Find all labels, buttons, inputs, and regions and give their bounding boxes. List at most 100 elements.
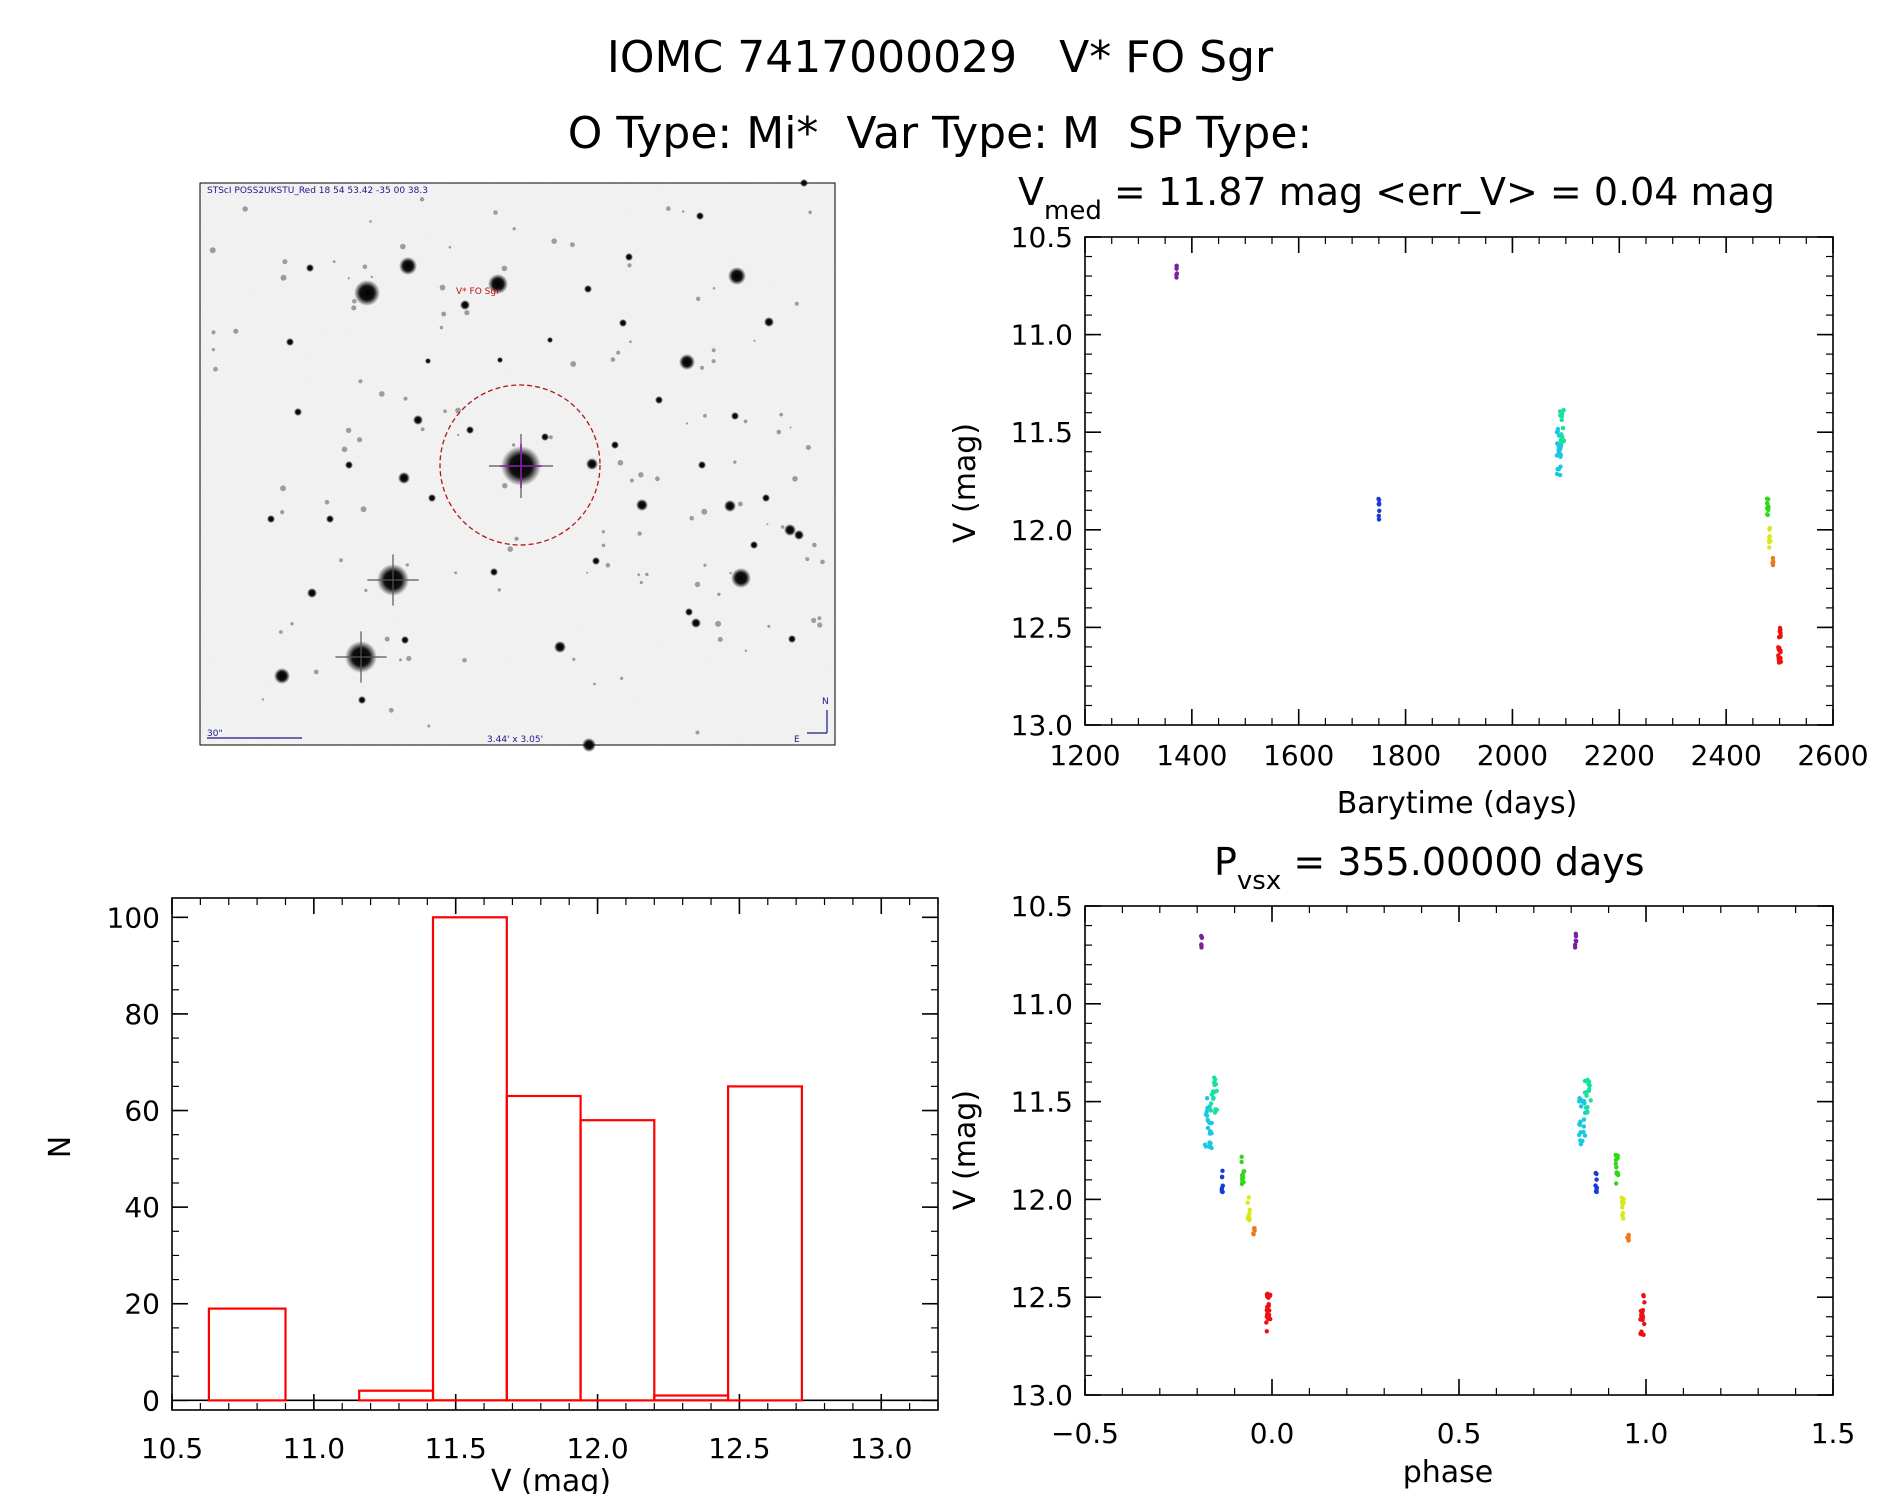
- lightcurve-point: [1559, 432, 1564, 437]
- phased-axes: −0.5 0.0 0.5 1.0 1.5 10.5 11.0 11.5 12.0 12.5 13.0: [1011, 890, 1856, 1450]
- phased-title-main: P: [1214, 840, 1237, 884]
- phased-point: [1240, 1172, 1246, 1177]
- phased-xtick-label: 0.5: [1437, 1417, 1482, 1450]
- lightcurve-title-v: Vmed = 11.87 mag <err_V> = 0.04 mag: [1018, 170, 1775, 226]
- faint-star: [454, 571, 458, 575]
- faint-star: [694, 581, 701, 588]
- lightcurve-panel: Vmed = 11.87 mag <err_V> = 0.04 mag V (m…: [948, 170, 1775, 821]
- faint-star: [639, 580, 643, 585]
- phased-point: [1214, 1107, 1220, 1113]
- faint-star: [493, 210, 498, 215]
- faint-star: [280, 509, 285, 515]
- histogram-bar: [726, 1085, 803, 1402]
- star: [750, 541, 758, 549]
- phased-point-repeat: [1639, 1316, 1644, 1321]
- lightcurve-point: [1376, 513, 1382, 518]
- histogram-xlabel: V (mag): [491, 1464, 611, 1494]
- star: [399, 257, 417, 275]
- star: [731, 568, 751, 588]
- phased-point-repeat: [1593, 1183, 1598, 1188]
- faint-star: [211, 348, 215, 352]
- phased-point: [1247, 1207, 1252, 1213]
- lightcurve-point: [1764, 500, 1770, 506]
- phased-point: [1199, 942, 1204, 947]
- phased-point-repeat: [1594, 1187, 1599, 1192]
- faint-star: [352, 299, 357, 304]
- lightcurve-axes: 1200 1400 1600 1800 2000 2200 2400 2600 10.5 11.0…: [1011, 221, 1869, 772]
- histogram-ytick-label: 60: [124, 1095, 160, 1128]
- lightcurve-point: [1767, 545, 1772, 550]
- lightcurve-point: [1767, 539, 1772, 545]
- faint-star: [729, 571, 732, 575]
- faint-star: [548, 435, 553, 440]
- faint-star: [233, 328, 239, 334]
- faint-star: [443, 409, 447, 414]
- lightcurve-title-rest: = 11.87 mag <err_V> = 0.04 mag: [1102, 170, 1775, 214]
- faint-star: [811, 617, 817, 624]
- faint-star: [313, 669, 319, 675]
- lightcurve-xtick-label: 1800: [1370, 739, 1441, 772]
- faint-star: [339, 558, 343, 563]
- phased-ytick-label: 10.5: [1011, 890, 1073, 923]
- faint-star: [601, 530, 605, 534]
- star: [354, 280, 380, 306]
- phased-point-repeat: [1640, 1310, 1645, 1316]
- phased-point: [1207, 1140, 1212, 1145]
- star: [398, 472, 410, 484]
- lightcurve-ylabel: V (mag): [948, 423, 983, 543]
- star: [724, 500, 736, 512]
- faint-star: [399, 658, 402, 662]
- star: [413, 415, 423, 425]
- star: [625, 253, 633, 261]
- lightcurve-point: [1376, 496, 1381, 502]
- lightcurve-title-sub: med: [1044, 196, 1102, 226]
- faint-star: [497, 588, 501, 592]
- lightcurve-ytick-label: 13.0: [1011, 709, 1073, 742]
- histogram-panel: N V (mag): [43, 1136, 611, 1494]
- lightcurve-xtick-label: 2600: [1797, 739, 1868, 772]
- phased-point-repeat: [1614, 1155, 1620, 1161]
- faint-star: [792, 476, 798, 482]
- phased-point: [1204, 1096, 1210, 1101]
- star: [728, 267, 746, 285]
- faint-star: [261, 698, 265, 701]
- star: [460, 300, 470, 310]
- phased-point: [1210, 1089, 1216, 1094]
- phased-point: [1264, 1329, 1270, 1334]
- faint-star: [570, 361, 577, 367]
- phased-point-repeat: [1582, 1101, 1587, 1106]
- faint-star: [406, 655, 412, 662]
- faint-star: [384, 636, 390, 642]
- phased-point-repeat: [1621, 1216, 1626, 1221]
- phased-point: [1220, 1168, 1225, 1174]
- faint-star: [620, 676, 624, 681]
- phased-point-repeat: [1581, 1124, 1587, 1129]
- faint-star: [712, 287, 716, 290]
- lightcurve-point: [1557, 472, 1563, 478]
- faint-star: [779, 412, 784, 417]
- phased-frame: [1084, 905, 1834, 1396]
- star: [592, 557, 600, 565]
- lightcurve-point: [1559, 417, 1565, 423]
- star: [466, 426, 474, 434]
- faint-star: [324, 499, 330, 505]
- faint-star: [512, 227, 516, 231]
- lightcurve-ytick-label: 10.5: [1011, 221, 1073, 254]
- histogram-bar: [579, 1119, 656, 1402]
- star: [586, 458, 598, 470]
- star: [554, 641, 566, 653]
- phased-point: [1246, 1195, 1252, 1200]
- faint-star: [703, 563, 707, 567]
- faint-star: [701, 508, 708, 515]
- phased-point: [1209, 1120, 1214, 1126]
- faint-star: [332, 260, 336, 263]
- phased-point-repeat: [1578, 1142, 1584, 1147]
- lightcurve-point: [1777, 645, 1782, 651]
- phased-point: [1239, 1181, 1245, 1187]
- phased-point: [1219, 1175, 1225, 1180]
- star: [611, 441, 619, 449]
- faint-star: [593, 682, 596, 686]
- faint-star: [507, 546, 513, 552]
- phased-xtick-label: −0.5: [1051, 1417, 1119, 1450]
- faint-star: [427, 724, 431, 728]
